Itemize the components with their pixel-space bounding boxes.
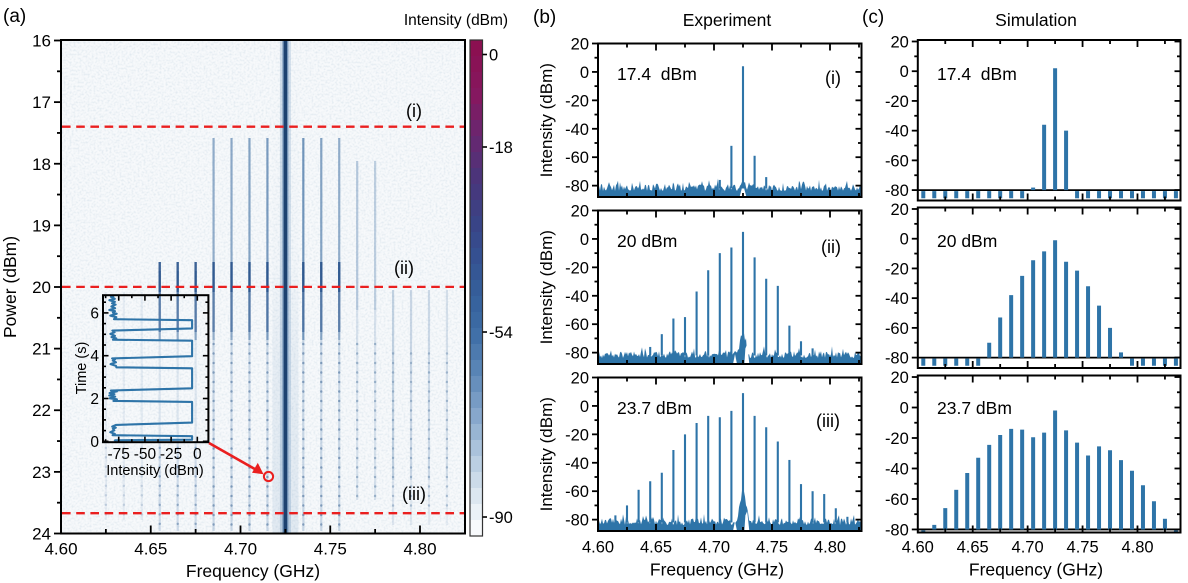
svg-text:2: 2 (90, 391, 99, 408)
svg-text:4.80: 4.80 (814, 539, 846, 557)
svg-text:-90: -90 (489, 509, 513, 527)
svg-text:24: 24 (32, 525, 51, 544)
svg-text:(ii): (ii) (394, 258, 414, 278)
svg-text:0: 0 (489, 47, 498, 65)
svg-text:23.7 dBm: 23.7 dBm (937, 398, 1012, 418)
svg-text:0: 0 (580, 64, 589, 82)
svg-text:-40: -40 (565, 455, 589, 473)
svg-text:4.65: 4.65 (957, 539, 989, 557)
svg-text:-40: -40 (565, 121, 589, 139)
svg-text:4.75: 4.75 (1067, 539, 1099, 557)
svg-text:20 dBm: 20 dBm (617, 231, 677, 251)
svg-text:4.80: 4.80 (1121, 539, 1153, 557)
svg-text:Intensity (dBm): Intensity (dBm) (537, 230, 556, 344)
svg-text:(i): (i) (825, 68, 841, 88)
svg-text:(iii): (iii) (402, 484, 426, 504)
svg-text:Experiment: Experiment (683, 10, 772, 30)
svg-text:-60: -60 (565, 149, 589, 167)
svg-text:-60: -60 (885, 320, 909, 338)
svg-text:20: 20 (890, 34, 908, 52)
svg-text:22: 22 (32, 401, 51, 420)
svg-text:4.65: 4.65 (134, 540, 167, 559)
svg-text:-60: -60 (885, 152, 909, 170)
svg-text:Intensity (dBm): Intensity (dBm) (106, 463, 204, 479)
svg-text:4.70: 4.70 (698, 539, 730, 557)
svg-text:-20: -20 (565, 426, 589, 444)
svg-text:21: 21 (32, 340, 51, 359)
svg-text:-25: -25 (160, 446, 182, 463)
svg-text:Intensity (dBm): Intensity (dBm) (404, 12, 508, 29)
svg-text:20: 20 (32, 278, 51, 297)
svg-text:Frequency (GHz): Frequency (GHz) (650, 560, 784, 580)
svg-text:(b): (b) (533, 7, 556, 28)
svg-text:20: 20 (571, 36, 589, 54)
svg-text:4.70: 4.70 (1012, 539, 1044, 557)
svg-text:4.75: 4.75 (756, 539, 788, 557)
svg-text:(iii): (iii) (816, 411, 840, 431)
svg-text:0: 0 (580, 398, 589, 416)
svg-text:4.80: 4.80 (403, 540, 436, 559)
svg-text:-75: -75 (107, 446, 129, 463)
svg-text:4.65: 4.65 (640, 539, 672, 557)
svg-text:-80: -80 (565, 345, 589, 363)
svg-text:-40: -40 (885, 461, 909, 479)
svg-text:17.4 dBm: 17.4 dBm (617, 64, 697, 84)
svg-text:20 dBm: 20 dBm (937, 231, 997, 251)
svg-text:Frequency (GHz): Frequency (GHz) (969, 560, 1103, 580)
svg-text:Power (dBm): Power (dBm) (0, 236, 20, 338)
svg-text:Simulation: Simulation (995, 10, 1077, 30)
svg-text:0: 0 (90, 434, 99, 451)
svg-text:17.4 dBm: 17.4 dBm (937, 64, 1017, 84)
svg-text:23.7 dBm: 23.7 dBm (617, 398, 692, 418)
svg-text:6: 6 (90, 305, 99, 322)
svg-text:-60: -60 (885, 491, 909, 509)
svg-text:-50: -50 (134, 446, 157, 463)
svg-text:19: 19 (32, 216, 51, 235)
svg-text:-80: -80 (565, 178, 589, 196)
svg-text:-80: -80 (565, 512, 589, 530)
svg-text:-20: -20 (885, 260, 909, 278)
svg-text:-20: -20 (565, 259, 589, 277)
svg-text:0: 0 (900, 63, 909, 81)
svg-text:17: 17 (32, 93, 51, 112)
svg-text:4.60: 4.60 (44, 540, 77, 559)
svg-text:Intensity (dBm): Intensity (dBm) (537, 397, 556, 511)
svg-text:-40: -40 (885, 123, 909, 141)
svg-text:4.75: 4.75 (314, 540, 347, 559)
svg-text:(c): (c) (862, 7, 884, 28)
svg-text:-40: -40 (885, 290, 909, 308)
svg-text:Time (s): Time (s) (74, 342, 90, 395)
svg-text:20: 20 (890, 201, 908, 219)
svg-text:4.70: 4.70 (224, 540, 257, 559)
svg-text:-60: -60 (565, 483, 589, 501)
svg-text:18: 18 (32, 155, 51, 174)
svg-text:-80: -80 (885, 182, 909, 200)
svg-text:-20: -20 (565, 92, 589, 110)
svg-text:20: 20 (571, 203, 589, 221)
svg-text:4: 4 (90, 348, 99, 365)
svg-text:-40: -40 (565, 288, 589, 306)
svg-text:-80: -80 (885, 522, 909, 540)
svg-text:4.60: 4.60 (582, 539, 614, 557)
svg-text:-60: -60 (565, 316, 589, 334)
svg-text:-20: -20 (885, 430, 909, 448)
svg-text:16: 16 (32, 32, 51, 51)
svg-text:0: 0 (193, 446, 202, 463)
svg-text:23: 23 (32, 463, 51, 482)
svg-text:20: 20 (571, 370, 589, 388)
svg-text:-54: -54 (489, 324, 513, 342)
svg-text:-18: -18 (489, 139, 513, 157)
svg-text:0: 0 (580, 231, 589, 249)
svg-text:(ii): (ii) (821, 237, 841, 257)
svg-text:Intensity (dBm): Intensity (dBm) (537, 63, 556, 177)
svg-text:-20: -20 (885, 93, 909, 111)
svg-text:4.60: 4.60 (902, 539, 934, 557)
svg-text:(i): (i) (406, 101, 422, 121)
svg-text:Frequency (GHz): Frequency (GHz) (186, 561, 320, 581)
svg-text:0: 0 (900, 400, 909, 418)
svg-text:20: 20 (890, 369, 908, 387)
svg-text:(a): (a) (3, 6, 26, 27)
svg-text:0: 0 (900, 231, 909, 249)
svg-text:-80: -80 (885, 350, 909, 368)
